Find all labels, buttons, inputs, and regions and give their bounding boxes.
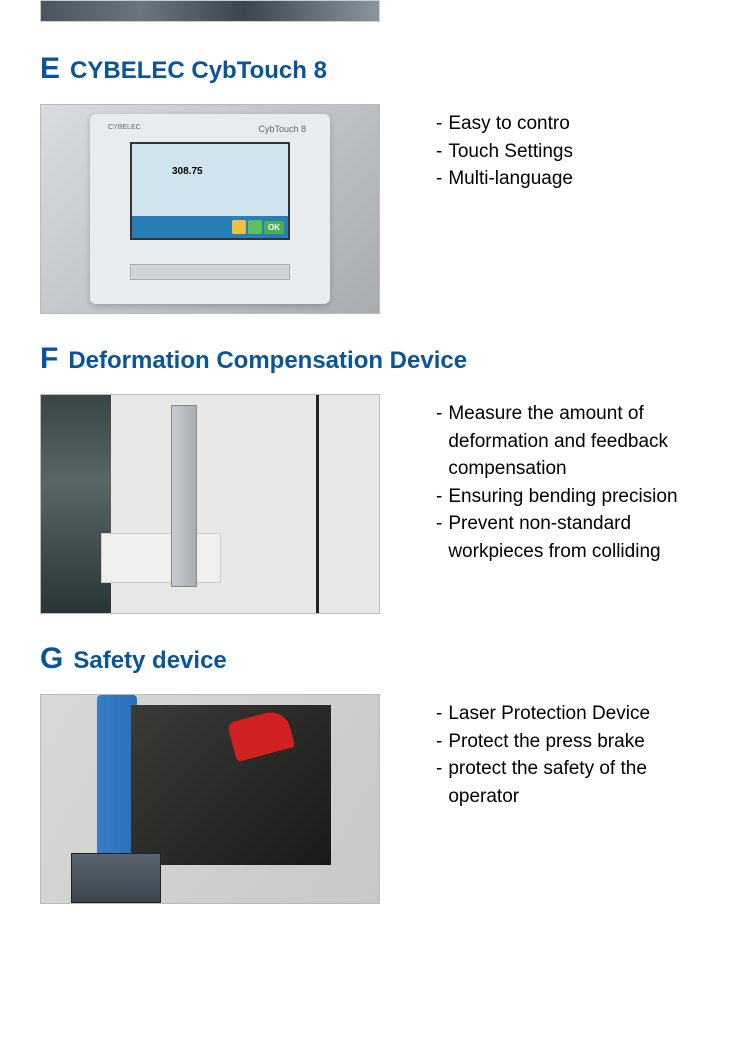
bullet-list: -Easy to contro -Touch Settings -Multi-l…	[436, 104, 573, 193]
section-f: F Deformation Compensation Device -Measu…	[40, 342, 710, 614]
bullet-list: -Measure the amount of deformation and f…	[436, 394, 710, 565]
ok-button: OK	[264, 221, 284, 234]
bullet-item: -Measure the amount of deformation and f…	[436, 400, 710, 483]
bracket-shape	[101, 533, 221, 583]
section-letter: F	[40, 342, 58, 376]
bullet-item: -Protect the press brake	[436, 728, 710, 756]
bullet-item: -protect the safety of the operator	[436, 755, 710, 810]
screen-content: 308.75	[132, 144, 288, 216]
section-letter: G	[40, 642, 63, 676]
bullet-text: Multi-language	[448, 165, 573, 193]
panel-model: CybTouch 8	[258, 124, 306, 134]
arrow-icon	[248, 220, 262, 234]
page: E CYBELEC CybTouch 8 CYBELEC CybTouch 8 …	[0, 0, 750, 972]
touch-screen: 308.75 OK	[130, 142, 290, 240]
screen-toolbar: OK	[132, 216, 288, 238]
section-body: -Laser Protection Device -Protect the pr…	[40, 694, 710, 904]
bullet-item: -Ensuring bending precision	[436, 483, 710, 511]
product-image-cybtouch: CYBELEC CybTouch 8 308.75 OK	[40, 104, 380, 314]
section-title-text: Safety device	[73, 647, 226, 675]
section-title: F Deformation Compensation Device	[40, 342, 710, 376]
bullet-text: protect the safety of the operator	[448, 755, 710, 810]
panel-tray	[130, 264, 290, 280]
bullet-text: Measure the amount of deformation and fe…	[448, 400, 710, 483]
bullet-item: -Multi-language	[436, 165, 573, 193]
bullet-list: -Laser Protection Device -Protect the pr…	[436, 694, 710, 810]
bullet-item: -Touch Settings	[436, 138, 573, 166]
bullet-text: Protect the press brake	[448, 728, 644, 756]
section-letter: E	[40, 52, 60, 86]
bullet-text: Laser Protection Device	[448, 700, 650, 728]
screen-value: 308.75	[172, 166, 203, 177]
section-body: CYBELEC CybTouch 8 308.75 OK	[40, 104, 710, 314]
bullet-text: Touch Settings	[448, 138, 573, 166]
bulb-icon	[232, 220, 246, 234]
laser-sensor	[71, 853, 161, 903]
section-title-text: CYBELEC CybTouch 8	[70, 57, 327, 85]
section-title-text: Deformation Compensation Device	[68, 347, 467, 375]
product-image-deformation	[40, 394, 380, 614]
section-e: E CYBELEC CybTouch 8 CYBELEC CybTouch 8 …	[40, 52, 710, 314]
panel-brand: CYBELEC	[108, 124, 141, 131]
section-body: -Measure the amount of deformation and f…	[40, 394, 710, 614]
bullet-item: -Laser Protection Device	[436, 700, 710, 728]
bullet-item: -Easy to contro	[436, 110, 573, 138]
section-g: G Safety device -Laser Protection Device…	[40, 642, 710, 904]
control-panel: CYBELEC CybTouch 8 308.75 OK	[90, 114, 330, 304]
wire-shape	[316, 395, 319, 613]
bullet-item: -Prevent non-standard workpieces from co…	[436, 510, 710, 565]
section-title: E CYBELEC CybTouch 8	[40, 52, 710, 86]
bullet-text: Ensuring bending precision	[448, 483, 677, 511]
section-title: G Safety device	[40, 642, 710, 676]
product-image-safety	[40, 694, 380, 904]
bullet-text: Easy to contro	[448, 110, 569, 138]
previous-image-fragment	[40, 0, 380, 22]
bullet-text: Prevent non-standard workpieces from col…	[448, 510, 710, 565]
